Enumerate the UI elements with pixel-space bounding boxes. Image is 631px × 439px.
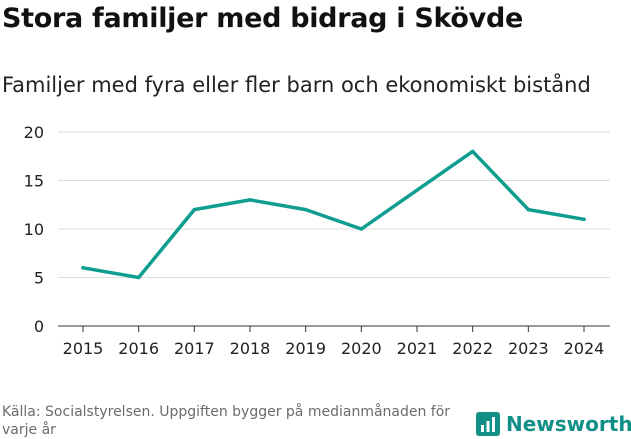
chart-title: Stora familjer med bidrag i Skövde bbox=[2, 3, 523, 34]
x-tick-label-2015: 2015 bbox=[63, 339, 104, 358]
data-point-2016 bbox=[136, 275, 141, 280]
data-point-2022 bbox=[470, 149, 475, 154]
x-tick-label-2022: 2022 bbox=[452, 339, 493, 358]
data-point-2020 bbox=[359, 227, 364, 231]
data-point-2018 bbox=[248, 198, 252, 202]
brand-logo: Newsworthy bbox=[476, 410, 631, 438]
chart-subtitle: Familjer med fyra eller fler barn och ek… bbox=[2, 73, 591, 97]
x-tick-label-2016: 2016 bbox=[118, 339, 159, 358]
y-tick-label-5: 5 bbox=[34, 269, 44, 288]
x-tick-label-2023: 2023 bbox=[508, 339, 549, 358]
x-tick-label-2020: 2020 bbox=[341, 339, 382, 358]
series-line-0 bbox=[81, 149, 586, 280]
x-tick-label-2019: 2019 bbox=[285, 339, 326, 358]
data-point-2023 bbox=[526, 207, 531, 212]
y-tick-label-10: 10 bbox=[24, 220, 44, 239]
x-tick-label-2018: 2018 bbox=[230, 339, 271, 358]
y-tick-label-15: 15 bbox=[24, 172, 44, 191]
data-point-2015 bbox=[81, 266, 85, 270]
x-tick-label-2021: 2021 bbox=[397, 339, 438, 358]
source-note: Källa: Socialstyrelsen. Uppgiften bygger… bbox=[2, 404, 451, 438]
x-tick-label-2024: 2024 bbox=[564, 339, 605, 358]
data-point-2024 bbox=[582, 217, 586, 222]
x-tick-label-2017: 2017 bbox=[174, 339, 215, 358]
brand-name: Newsworthy bbox=[506, 412, 631, 436]
data-point-2021 bbox=[415, 188, 419, 192]
data-point-2019 bbox=[303, 207, 308, 212]
newsworthy-logo-icon bbox=[476, 412, 500, 436]
data-point-2017 bbox=[192, 207, 197, 212]
y-tick-label-20: 20 bbox=[24, 123, 44, 142]
line-chart: 0 5 10 15 20 2015 2016 2017 2018 2019 2020 2021 2022… bbox=[24, 123, 610, 358]
y-tick-label-0: 0 bbox=[34, 317, 44, 336]
